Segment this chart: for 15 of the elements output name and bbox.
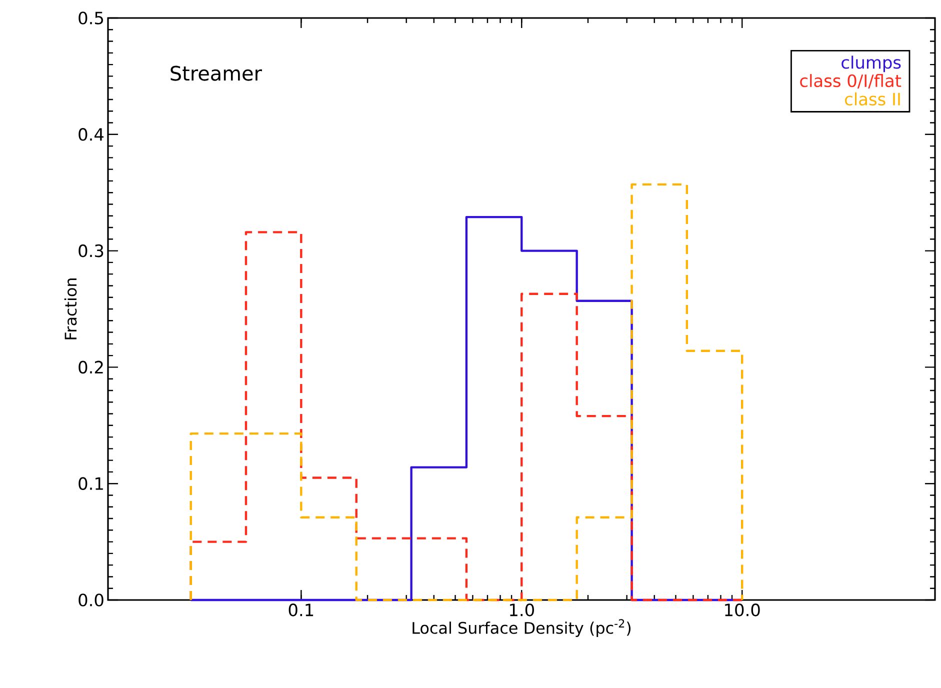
y-axis-title: Fraction	[64, 278, 77, 340]
x-tick-label: 10.0	[725, 604, 760, 616]
x-tick-label: 0.1	[288, 604, 314, 616]
text: Streamer	[170, 66, 262, 81]
text: class 0/I/flat	[800, 74, 902, 88]
x-axis-title: Local Surface Density (pc$^{-2}$)	[412, 619, 631, 638]
y-tick-label: 0.3	[78, 244, 104, 258]
x-tick-label: 1.0	[510, 604, 534, 616]
text: class II	[845, 92, 900, 106]
y-tick-label: 0.2	[78, 360, 103, 374]
y-tick-label: 0.1	[78, 477, 103, 490]
text: clumps	[842, 56, 901, 72]
y-tick-label: 0.0	[78, 594, 104, 606]
y-tick-label: 0.5	[78, 12, 103, 24]
y-tick-label: 0.4	[78, 128, 104, 141]
